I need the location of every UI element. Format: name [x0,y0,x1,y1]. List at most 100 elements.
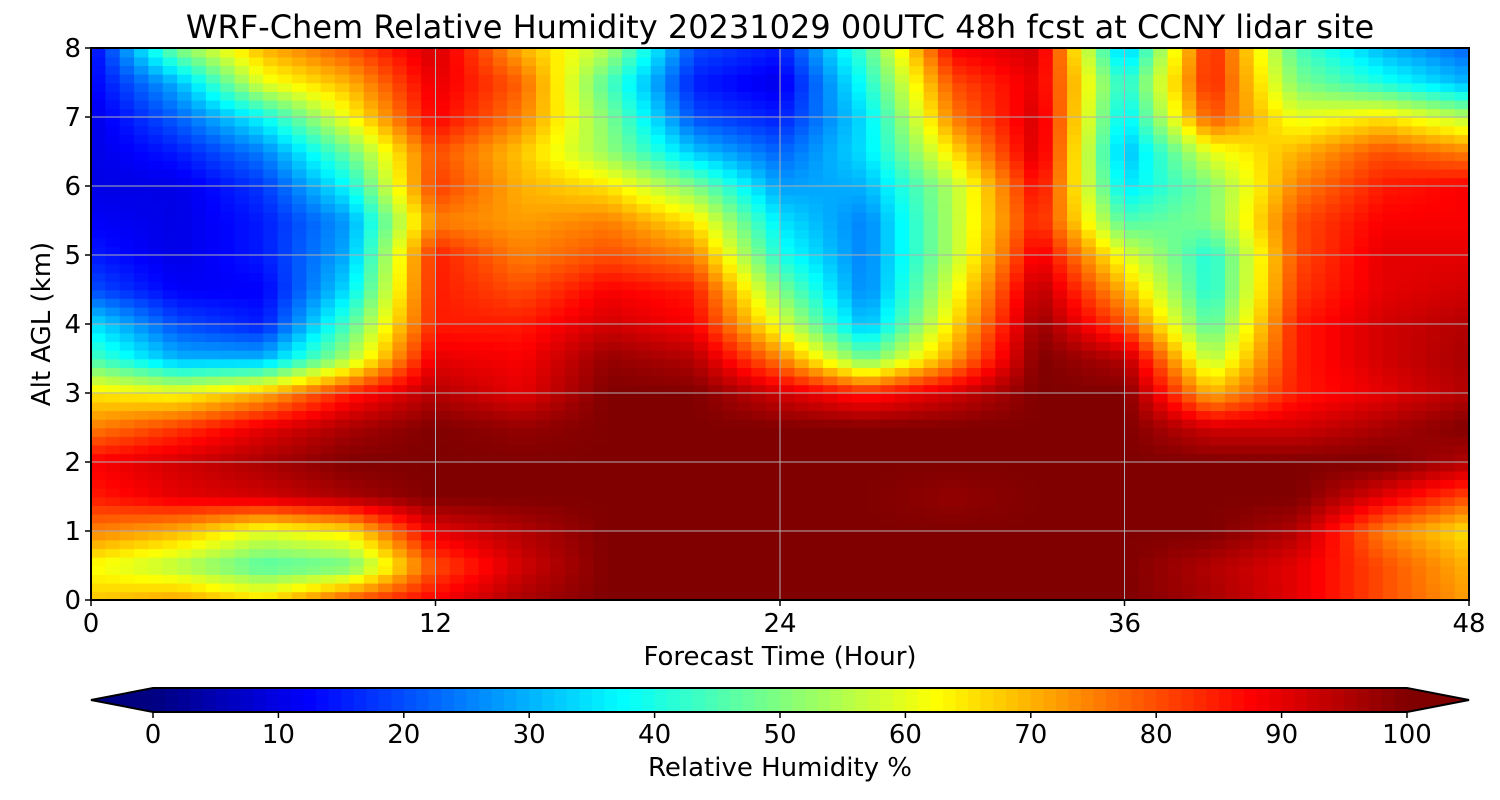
heatmap-cell [952,410,968,420]
heatmap-cell [1095,513,1111,524]
heatmap-cell [134,332,150,343]
heatmap-cell [378,539,394,550]
heatmap-cell [1196,324,1212,334]
heatmap-cell [1024,453,1040,463]
heatmap-cell [1311,237,1327,248]
heatmap-cell [937,332,954,343]
heatmap-cell [1354,565,1370,575]
heatmap-cell [980,522,997,532]
heatmap-cell [751,548,767,558]
heatmap-cell [234,531,250,541]
heatmap-cell [478,513,494,524]
heatmap-cell [1167,513,1183,524]
heatmap-cell [923,410,939,420]
heatmap-cell [435,160,451,170]
heatmap-cell [349,151,365,161]
heatmap-cell [722,194,738,205]
heatmap-cell [1440,358,1456,368]
heatmap-cell [1167,462,1183,472]
heatmap-cell [1052,220,1068,230]
heatmap-cell [909,211,925,222]
heatmap-cell [1282,186,1298,196]
heatmap-cell [378,556,394,567]
heatmap-cell [220,487,236,498]
heatmap-cell [291,177,308,187]
heatmap-cell [722,418,738,429]
heatmap-cell [378,574,394,584]
heatmap-cell [622,565,638,575]
heatmap-cell [564,513,580,524]
heatmap-cell [535,263,552,274]
heatmap-cell [306,470,322,481]
heatmap-cell [1167,220,1183,230]
heatmap-cell [1138,272,1154,282]
heatmap-cell [1282,496,1298,506]
heatmap-cell [837,160,853,170]
heatmap-cell [593,237,609,248]
heatmap-cell [492,289,509,299]
heatmap-cell [1110,410,1126,420]
heatmap-cell [1210,263,1226,274]
heatmap-cell [306,255,322,265]
heatmap-cell [1268,220,1284,230]
heatmap-cell [191,263,207,274]
heatmap-cell [780,168,796,179]
heatmap-cell [995,436,1011,446]
heatmap-cell [162,393,178,403]
heatmap-cell [1009,375,1025,386]
heatmap-cell [880,453,896,463]
heatmap-cell [1224,418,1241,429]
heatmap-cell [335,220,351,230]
heatmap-cell [751,479,767,489]
heatmap-cell [191,280,207,291]
heatmap-cell [234,505,250,515]
heatmap-cell [1153,315,1169,325]
heatmap-cell [306,539,322,550]
heatmap-cell [593,160,609,170]
heatmap-cell [464,280,480,291]
heatmap-cell [421,246,437,256]
heatmap-cell [1382,263,1399,274]
heatmap-cell [363,375,379,386]
heatmap-cell [148,229,164,239]
heatmap-cell [119,324,135,334]
heatmap-cell [622,151,638,161]
heatmap-cell [679,522,695,532]
heatmap-cell [1038,470,1054,481]
heatmap-cell [320,496,336,506]
heatmap-cell [449,151,465,161]
heatmap-cell [736,358,753,368]
heatmap-cell [277,367,293,377]
heatmap-cell [220,237,236,248]
heatmap-cell [823,211,839,222]
heatmap-cell [507,358,523,368]
heatmap-cell [1397,444,1413,455]
heatmap-cell [1440,410,1456,420]
heatmap-cell [1110,470,1126,481]
heatmap-cell [980,160,997,170]
heatmap-cell [1110,444,1126,455]
heatmap-cell [363,280,379,291]
heatmap-cell [177,539,193,550]
heatmap-cell [1282,349,1298,360]
heatmap-cell [837,306,853,317]
heatmap-cell [1339,367,1355,377]
heatmap-cell [507,332,523,343]
heatmap-cell [478,505,494,515]
heatmap-cell [607,591,623,600]
heatmap-cell [1181,324,1198,334]
heatmap-cell [1210,418,1226,429]
heatmap-cell [937,453,954,463]
heatmap-cell [851,496,867,506]
heatmap-cell [708,556,724,567]
heatmap-cell [306,513,322,524]
heatmap-cell [105,142,121,153]
heatmap-cell [665,479,681,489]
heatmap-cell [1124,349,1140,360]
heatmap-cell [995,289,1011,299]
heatmap-cell [665,358,681,368]
heatmap-cell [435,186,451,196]
heatmap-cell [1311,177,1327,187]
heatmap-cell [780,315,796,325]
heatmap-cell [1052,574,1068,584]
